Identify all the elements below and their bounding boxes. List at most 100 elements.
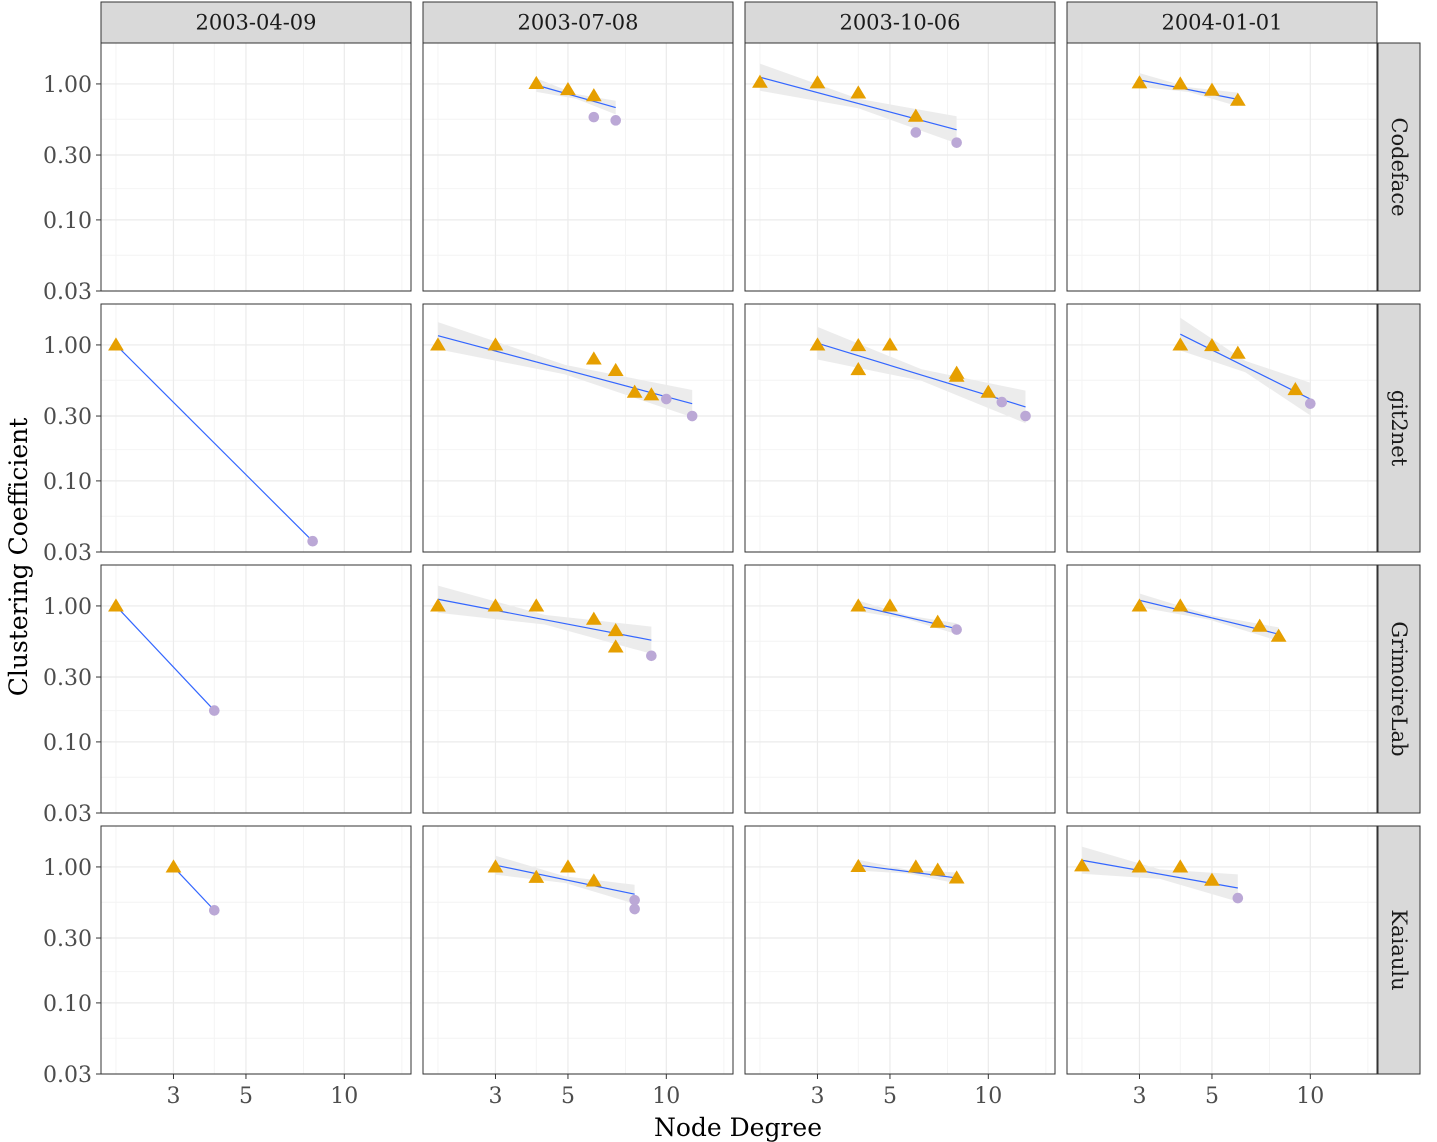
triangle-point bbox=[1287, 382, 1304, 396]
panel-bg bbox=[745, 565, 1055, 813]
triangle-point bbox=[585, 611, 602, 625]
panel-kaiaulu-2004-01-01 bbox=[1066, 825, 1378, 1075]
panel-marks bbox=[430, 585, 657, 662]
row-strip-label: GrimoireLab bbox=[1387, 621, 1411, 756]
column-strip-label: 2004-01-01 bbox=[1161, 11, 1282, 35]
panel-marks bbox=[752, 63, 962, 148]
y-tick-label: 1.00 bbox=[43, 595, 92, 620]
y-tick-label: 0.10 bbox=[43, 731, 92, 756]
fit-line bbox=[115, 344, 314, 542]
triangle-point bbox=[487, 337, 504, 351]
x-tick-label: 10 bbox=[1296, 1084, 1324, 1109]
triangle-point bbox=[948, 368, 965, 382]
x-axes: 3 5 10 3 5 10 3 5 10 3 5 10 bbox=[166, 1074, 1324, 1109]
row-strip-bg bbox=[1377, 42, 1421, 292]
panel-git2net-2004-01-01 bbox=[1066, 303, 1378, 553]
panel-bg bbox=[1067, 304, 1377, 552]
panel-kaiaulu-2003-04-09 bbox=[100, 825, 412, 1075]
fit-line bbox=[1139, 79, 1238, 100]
triangle-point bbox=[1204, 338, 1220, 352]
panel-border bbox=[100, 303, 412, 553]
panel-marks bbox=[430, 322, 698, 422]
panel-bg bbox=[423, 43, 733, 291]
triangle-point bbox=[850, 858, 867, 872]
row-strip-bg bbox=[1377, 564, 1421, 814]
y-axis-title: Clustering Coefficient bbox=[4, 418, 33, 697]
panel-git2net-2003-10-06 bbox=[744, 303, 1056, 553]
x-tick-label: 3 bbox=[166, 1084, 180, 1109]
triangle-point bbox=[585, 873, 602, 887]
panel-border bbox=[422, 564, 734, 814]
circle-point bbox=[629, 903, 640, 915]
panel-marks bbox=[165, 859, 220, 916]
panel-codeface-2003-10-06 bbox=[744, 42, 1056, 292]
triangle-point bbox=[1204, 872, 1220, 886]
panel-kaiaulu-2003-10-06 bbox=[744, 825, 1056, 1075]
panel-marks bbox=[1131, 73, 1246, 107]
y-tick-label: 1.00 bbox=[43, 334, 92, 359]
triangle-point bbox=[607, 622, 624, 637]
row-strip-bg bbox=[1377, 303, 1421, 553]
triangle-point bbox=[1131, 859, 1148, 873]
row-strip-codeface: Codeface bbox=[1377, 42, 1421, 292]
column-strip-label: 2003-04-09 bbox=[195, 11, 316, 35]
panel-border bbox=[744, 564, 1056, 814]
panel-border bbox=[422, 825, 734, 1075]
panel-marks bbox=[1172, 317, 1316, 416]
panel-bg bbox=[1067, 43, 1377, 291]
triangle-point bbox=[108, 598, 124, 612]
x-tick-label: 3 bbox=[1132, 1084, 1146, 1109]
triangle-point bbox=[528, 869, 545, 883]
fit-line bbox=[495, 864, 635, 895]
circle-point bbox=[686, 410, 698, 422]
column-strip-bg bbox=[1066, 1, 1378, 44]
panel-marks bbox=[108, 337, 318, 547]
panel-marks bbox=[850, 598, 962, 635]
panel-border bbox=[422, 303, 734, 553]
panel-bg bbox=[423, 826, 733, 1074]
triangle-point bbox=[1251, 618, 1268, 632]
x-tick-label: 5 bbox=[561, 1084, 575, 1109]
circle-point bbox=[661, 393, 672, 405]
column-strip-bg bbox=[100, 1, 412, 44]
triangle-point bbox=[1172, 598, 1189, 612]
y-tick-label: 0.03 bbox=[43, 280, 92, 305]
panel-marks bbox=[850, 858, 965, 884]
x-axis-2003-04-09: 3 5 10 bbox=[166, 1074, 358, 1109]
triangle-point bbox=[560, 82, 576, 96]
triangle-point bbox=[108, 337, 124, 351]
triangle-point bbox=[1229, 92, 1246, 106]
y-tick-label: 0.10 bbox=[43, 470, 92, 495]
panel-border bbox=[422, 42, 734, 292]
panel-border bbox=[100, 42, 412, 292]
circle-point bbox=[629, 894, 640, 906]
x-tick-label: 5 bbox=[239, 1084, 253, 1109]
triangle-point bbox=[528, 75, 545, 89]
panel-bg bbox=[101, 565, 411, 813]
triangle-point bbox=[929, 862, 946, 876]
column-strip-label: 2003-10-06 bbox=[839, 11, 960, 35]
circle-point bbox=[951, 137, 962, 148]
fit-line bbox=[173, 866, 215, 911]
triangle-point bbox=[948, 870, 965, 884]
y-tick-label: 0.03 bbox=[43, 802, 92, 827]
panel-grid bbox=[100, 42, 1378, 1075]
triangle-point bbox=[1229, 345, 1246, 359]
y-axes: 0.03 0.10 0.30 1.00 0.03 0.10 0.30 1.00 0.03 0.10… bbox=[43, 73, 101, 1088]
y-axis-git2net: 0.03 0.10 0.30 1.00 bbox=[43, 334, 101, 566]
triangle-point bbox=[430, 598, 446, 612]
panel-grimoirelab-2004-01-01 bbox=[1066, 564, 1378, 814]
column-strip-bg bbox=[422, 1, 734, 44]
x-tick-label: 10 bbox=[330, 1084, 358, 1109]
triangle-point bbox=[560, 859, 576, 873]
triangle-point bbox=[487, 598, 504, 612]
triangle-point bbox=[607, 362, 624, 376]
panel-bg bbox=[101, 826, 411, 1074]
panel-marks bbox=[487, 855, 640, 915]
circle-point bbox=[646, 650, 657, 662]
panel-bg bbox=[1067, 565, 1377, 813]
x-tick-label: 5 bbox=[1205, 1084, 1219, 1109]
circle-point bbox=[1305, 398, 1316, 409]
panel-border bbox=[1066, 303, 1378, 553]
x-axis-2003-10-06: 3 5 10 bbox=[810, 1074, 1002, 1109]
